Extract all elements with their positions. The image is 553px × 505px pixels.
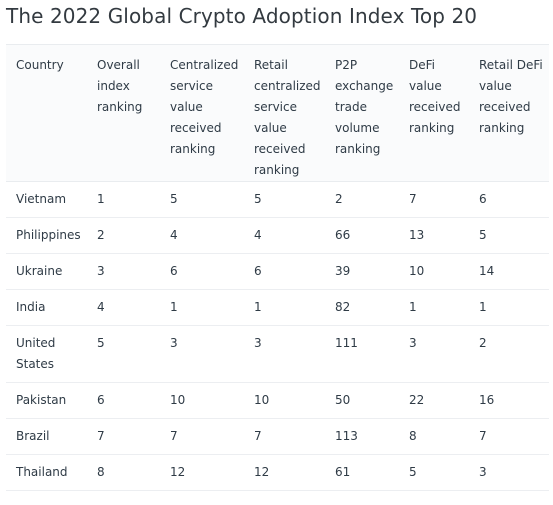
table-row: Ukraine 3 6 6 39 10 14 [6,253,549,290]
table-row: Thailand 8 12 12 61 5 3 [6,454,549,491]
column-header-retail-defi-ranking: Retail DeFi value received ranking [469,45,549,182]
table-row: India 4 1 1 82 1 1 [6,289,549,326]
cell-centralized-ranking: 12 [160,454,244,491]
cell-retail-centralized-ranking: 3 [244,325,325,383]
cell-overall-ranking: 5 [87,325,160,383]
cell-retail-defi-ranking: 5 [469,217,549,254]
cell-country: Philippines [6,217,87,254]
cell-country: Vietnam [6,181,87,218]
cell-p2p-ranking: 82 [325,289,399,326]
cell-centralized-ranking: 7 [160,418,244,455]
cell-defi-ranking: 13 [399,217,469,254]
cell-defi-ranking: 8 [399,418,469,455]
cell-retail-defi-ranking: 14 [469,253,549,290]
cell-centralized-ranking: 6 [160,253,244,290]
cell-retail-defi-ranking: 7 [469,418,549,455]
cell-centralized-ranking: 10 [160,382,244,419]
column-header-p2p-ranking: P2P exchange trade volume ranking [325,45,399,182]
cell-retail-defi-ranking: 2 [469,325,549,383]
cell-retail-centralized-ranking: 5 [244,181,325,218]
cell-overall-ranking: 8 [87,454,160,491]
cell-overall-ranking: 3 [87,253,160,290]
cell-centralized-ranking: 5 [160,181,244,218]
cell-retail-defi-ranking: 16 [469,382,549,419]
cell-country: United States [6,325,87,383]
cell-defi-ranking: 1 [399,289,469,326]
cell-retail-centralized-ranking: 4 [244,217,325,254]
cell-retail-centralized-ranking: 10 [244,382,325,419]
adoption-index-table-container: Country Overall index ranking Centralize… [6,44,549,505]
cell-country: Thailand [6,454,87,491]
table-body: Vietnam 1 5 5 2 7 6 Philippines 2 4 4 66 13 5 Ukraine 3… [6,181,549,491]
cell-retail-defi-ranking: 3 [469,454,549,491]
column-header-defi-ranking: DeFi value received ranking [399,45,469,182]
cell-overall-ranking: 2 [87,217,160,254]
cell-defi-ranking: 22 [399,382,469,419]
table-row: Pakistan 6 10 10 50 22 16 [6,382,549,419]
cell-p2p-ranking: 111 [325,325,399,383]
table-row: Philippines 2 4 4 66 13 5 [6,217,549,254]
cell-p2p-ranking: 66 [325,217,399,254]
cell-country: Ukraine [6,253,87,290]
cell-retail-centralized-ranking: 12 [244,454,325,491]
cell-retail-defi-ranking: 6 [469,181,549,218]
cell-p2p-ranking: 50 [325,382,399,419]
cell-defi-ranking: 5 [399,454,469,491]
cell-overall-ranking: 1 [87,181,160,218]
table-header: Country Overall index ranking Centralize… [6,45,549,182]
column-header-overall-ranking: Overall index ranking [87,45,160,182]
cell-centralized-ranking: 3 [160,325,244,383]
cell-retail-defi-ranking: 1 [469,289,549,326]
header-row: Country Overall index ranking Centralize… [6,45,549,182]
adoption-index-table: Country Overall index ranking Centralize… [6,45,549,491]
cell-defi-ranking: 3 [399,325,469,383]
cell-country: India [6,289,87,326]
cell-centralized-ranking: 4 [160,217,244,254]
cell-country: Pakistan [6,382,87,419]
cell-retail-centralized-ranking: 7 [244,418,325,455]
cell-country: Brazil [6,418,87,455]
table-row: Vietnam 1 5 5 2 7 6 [6,181,549,218]
cell-p2p-ranking: 113 [325,418,399,455]
cell-overall-ranking: 4 [87,289,160,326]
cell-p2p-ranking: 39 [325,253,399,290]
column-header-country: Country [6,45,87,182]
cell-retail-centralized-ranking: 1 [244,289,325,326]
cell-overall-ranking: 7 [87,418,160,455]
cell-p2p-ranking: 61 [325,454,399,491]
cell-defi-ranking: 10 [399,253,469,290]
cell-centralized-ranking: 1 [160,289,244,326]
cell-p2p-ranking: 2 [325,181,399,218]
column-header-centralized-ranking: Centralized service value received ranki… [160,45,244,182]
table-row: Brazil 7 7 7 113 8 7 [6,418,549,455]
table-row: United States 5 3 3 111 3 2 [6,325,549,383]
page-title: The 2022 Global Crypto Adoption Index To… [6,4,478,28]
cell-defi-ranking: 7 [399,181,469,218]
cell-overall-ranking: 6 [87,382,160,419]
cell-retail-centralized-ranking: 6 [244,253,325,290]
column-header-retail-centralized-ranking: Retail centralized service value receive… [244,45,325,182]
